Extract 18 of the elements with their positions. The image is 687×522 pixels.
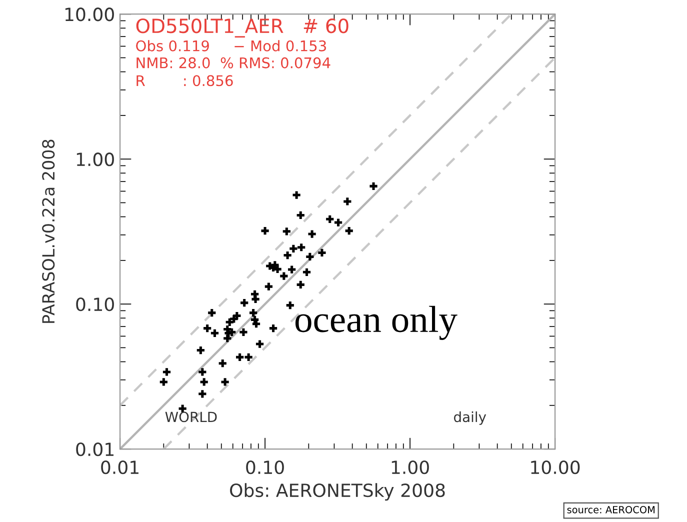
annotation: daily [454,411,486,425]
source-note: source: AEROCOM [567,506,655,514]
annotation: ocean only [295,306,458,340]
y-tick-label: 1.00 [76,152,114,166]
x-tick-label: 0.10 [246,460,284,474]
y-tick-label: 0.10 [76,298,114,312]
x-tick-label: 1.00 [392,460,429,474]
annotation: WORLD [165,412,217,422]
x-axis-title: Obs: AERONETSky 2008 [230,483,445,501]
y-axis-title: PARASOL.v0.22a 2008 [42,140,55,323]
annotation: OD550LT1_AER # 60 [136,18,348,38]
annotation: NMB: 28.0 % RMS: 0.0794 [136,57,330,68]
x-tick-label: 10.00 [531,460,580,474]
annotation: R : 0.856 [136,75,233,86]
annotation: Obs 0.119 − Mod 0.153 [136,40,326,52]
y-tick-label: 10.00 [65,8,114,22]
x-tick-label: 0.01 [101,460,138,474]
y-tick-label: 0.01 [76,442,114,456]
